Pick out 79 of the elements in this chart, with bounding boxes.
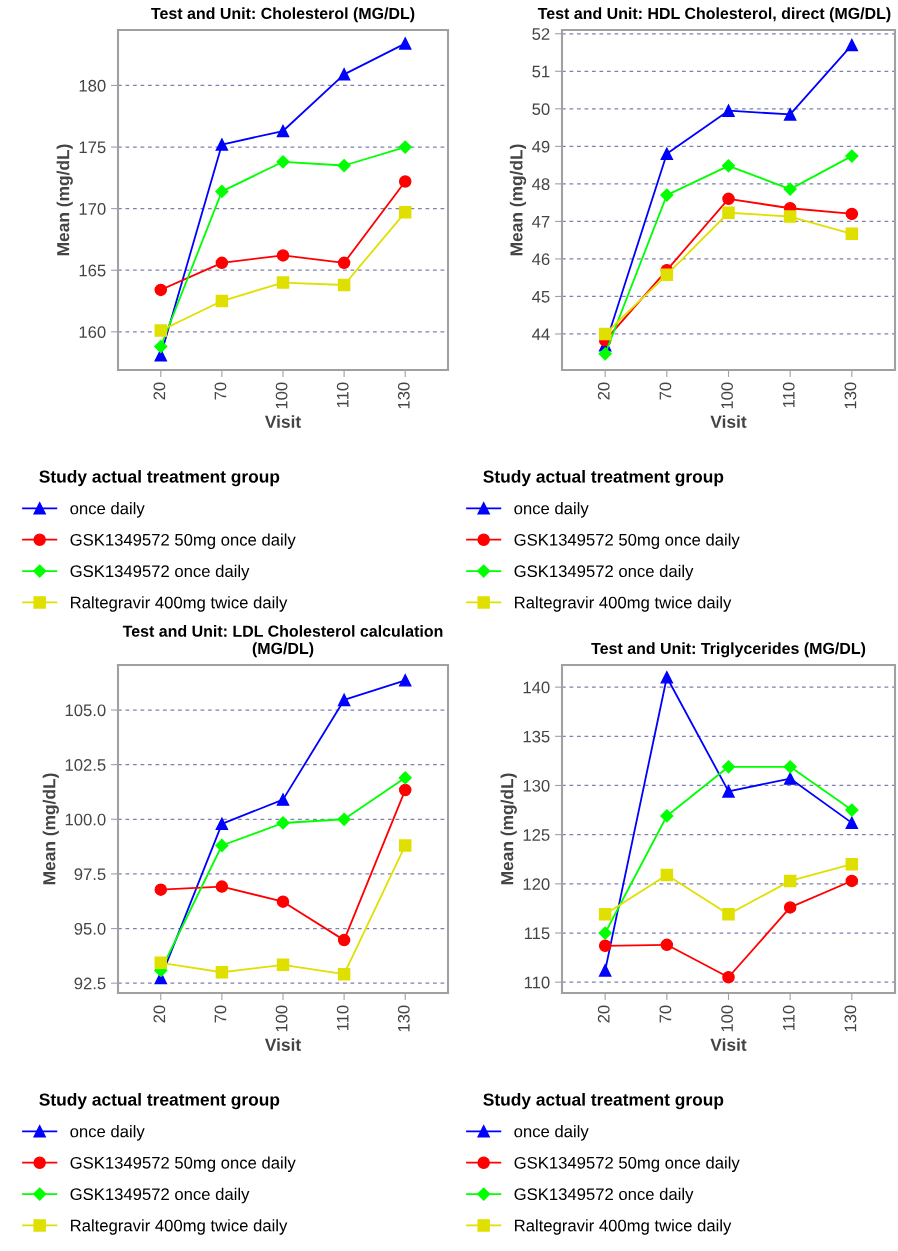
y-tick-label: 44 <box>532 328 550 341</box>
legend-label: GSK1349572 once daily <box>514 564 694 581</box>
y-tick-label: 97.5 <box>74 868 106 881</box>
legend-label: GSK1349572 50mg once daily <box>514 533 740 549</box>
y-tick-label: 110 <box>524 976 550 989</box>
y-tick-label: 47 <box>532 215 550 228</box>
x-tick-label: 100 <box>721 382 733 409</box>
y-tick-label: 46 <box>532 253 550 266</box>
x-tick-label: 110 <box>336 382 349 408</box>
y-tick-label: 51 <box>532 65 550 78</box>
legend-label: GSK1349572 once daily <box>514 1187 694 1204</box>
legend-title: Study actual treatment group <box>39 1093 280 1110</box>
y-tick-label: 115 <box>524 927 550 940</box>
x-tick-label: 130 <box>397 382 410 409</box>
y-tick-label: 120 <box>523 878 550 891</box>
x-axis-title: Visit <box>710 1038 747 1051</box>
x-tick-label: 100 <box>275 382 288 409</box>
chart-title: Test and Unit: LDL Cholesterol calculation (MG/DL) <box>122 625 443 658</box>
x-tick-label: 70 <box>214 382 227 400</box>
legend-label: GSK1349572 once daily <box>70 564 250 581</box>
y-tick-label: 140 <box>523 681 550 694</box>
y-tick-label: 170 <box>79 203 106 215</box>
legend-label: Raltegravir 400mg twice daily <box>515 596 732 612</box>
x-axis-title: Visit <box>710 415 747 428</box>
x-tick-label: 70 <box>214 1005 227 1023</box>
x-tick-label: 110 <box>782 1005 795 1031</box>
x-tick-label: 110 <box>782 382 795 408</box>
y-tick-label: 50 <box>532 103 550 116</box>
y-tick-label: 49 <box>532 140 550 153</box>
legend-label: GSK1349572 once daily <box>70 1187 250 1204</box>
x-tick-label: 110 <box>336 1005 349 1031</box>
y-tick-label: 130 <box>523 779 550 792</box>
y-axis-title: Mean (mg/dL) <box>509 144 527 256</box>
y-axis-title: Mean (mg/dL) <box>500 773 517 885</box>
legend-title: Study actual treatment group <box>39 470 280 487</box>
x-tick-label: 100 <box>721 1005 733 1032</box>
legend-label: Raltegravir 400mg twice daily <box>515 1219 732 1235</box>
x-tick-label: 130 <box>844 1005 857 1032</box>
chart-title: Test and Unit: Triglycerides (MG/DL) <box>591 642 866 658</box>
y-tick-label: 125 <box>523 829 550 841</box>
x-tick-label: 130 <box>397 1005 410 1032</box>
y-tick-label: 105.0 <box>65 704 106 717</box>
x-axis-title: Visit <box>264 415 301 428</box>
y-tick-label: 52 <box>532 28 550 40</box>
y-tick-label: 48 <box>532 178 550 191</box>
chart-title: Test and Unit: HDL Cholesterol, direct (MG/DL) <box>537 7 891 23</box>
legend-label: GSK1349572 50mg once daily <box>70 533 296 549</box>
legend-title: Study actual treatment group <box>483 1093 724 1110</box>
legend-label: Raltegravir 400mg twice daily <box>71 596 288 612</box>
x-tick-label: 70 <box>659 382 672 400</box>
x-tick-label: 20 <box>597 1005 610 1023</box>
x-tick-label: 70 <box>659 1005 672 1023</box>
y-tick-label: 160 <box>79 326 106 339</box>
y-axis-title: Mean (mg/dL) <box>56 144 73 256</box>
legend-label: once daily <box>514 502 589 518</box>
y-tick-label: 180 <box>79 79 106 92</box>
x-tick-label: 20 <box>153 1005 166 1023</box>
y-axis-title: Mean (mg/dL) <box>42 773 59 885</box>
legend-label: Raltegravir 400mg twice daily <box>71 1219 288 1235</box>
legend-label: GSK1349572 50mg once daily <box>70 1156 296 1172</box>
y-tick-label: 45 <box>532 291 550 303</box>
y-tick-label: 92.5 <box>74 977 106 990</box>
legend-label: once daily <box>70 1125 145 1141</box>
legend-title: Study actual treatment group <box>483 470 724 487</box>
x-tick-label: 130 <box>844 382 857 409</box>
y-tick-label: 165 <box>79 264 106 277</box>
x-axis-title: Visit <box>264 1038 301 1051</box>
legend-label: once daily <box>70 502 145 518</box>
y-tick-label: 135 <box>523 730 550 743</box>
x-tick-label: 20 <box>153 382 166 400</box>
chart-title: Test and Unit: Cholesterol (MG/DL) <box>151 7 415 23</box>
legend-label: GSK1349572 50mg once daily <box>514 1156 740 1172</box>
y-tick-label: 100.0 <box>65 813 106 826</box>
y-tick-label: 95.0 <box>74 922 106 935</box>
legend-label: once daily <box>514 1125 589 1141</box>
y-tick-label: 102.5 <box>65 759 106 771</box>
x-tick-label: 20 <box>597 382 610 400</box>
x-tick-label: 100 <box>275 1005 288 1032</box>
y-tick-label: 175 <box>79 141 106 154</box>
